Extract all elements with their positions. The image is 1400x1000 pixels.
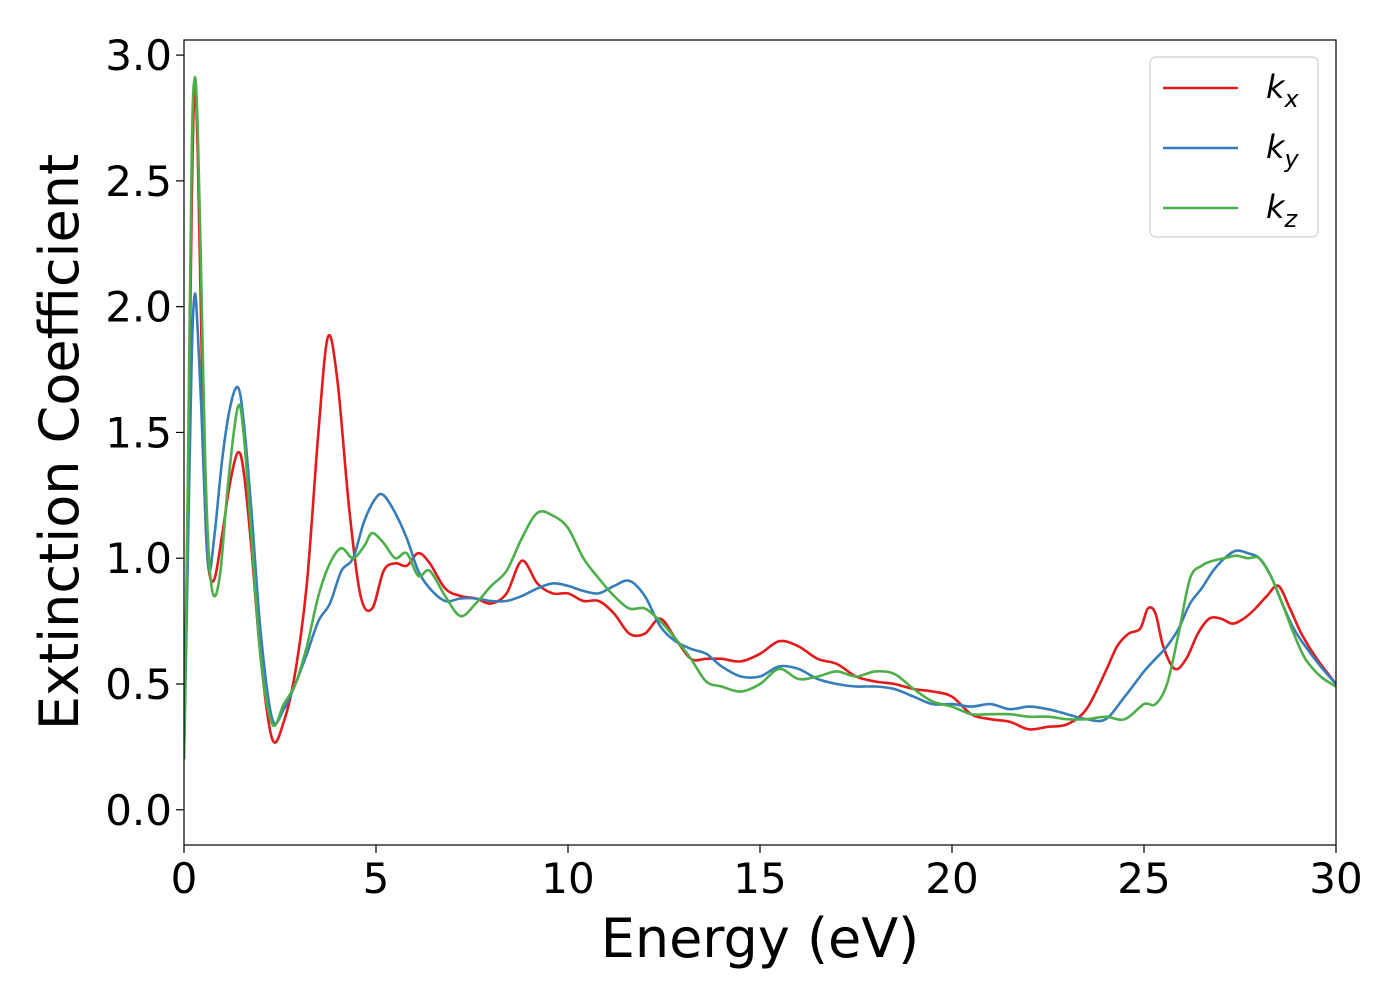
x-tick-label: 25: [1117, 854, 1170, 903]
x-tick-label: 20: [925, 854, 978, 903]
x-tick-label: 15: [733, 854, 786, 903]
x-tick-label: 5: [363, 854, 390, 903]
legend-label-kz: kz: [1266, 188, 1299, 233]
series-line-ky: [184, 292, 1336, 760]
y-tick-label: 2.5: [105, 157, 172, 206]
x-tick-label: 10: [541, 854, 594, 903]
series-line-kz: [184, 76, 1336, 760]
y-axis-title: Extinction Coefficient: [28, 154, 91, 730]
series-line-kx: [184, 82, 1336, 760]
x-tick-label: 30: [1309, 854, 1362, 903]
x-axis-title: Energy (eV): [601, 907, 920, 970]
y-tick-label: 0.0: [105, 786, 172, 835]
x-axis: 0 5 10 15 20 25 30: [171, 845, 1363, 903]
y-tick-label: 0.5: [105, 660, 172, 709]
lines-layer: [184, 76, 1336, 760]
y-tick-label: 2.0: [105, 283, 172, 332]
legend: kx ky kz: [1149, 56, 1319, 238]
legend-label-ky: ky: [1266, 128, 1300, 173]
y-tick-label: 1.5: [105, 408, 172, 457]
y-tick-label: 3.0: [105, 31, 172, 80]
legend-label-kx: kx: [1266, 68, 1300, 113]
y-axis: 0.0 0.5 1.0 1.5 2.0 2.5 3.0: [105, 31, 184, 835]
y-tick-label: 1.0: [105, 534, 172, 583]
x-tick-label: 0: [171, 854, 198, 903]
